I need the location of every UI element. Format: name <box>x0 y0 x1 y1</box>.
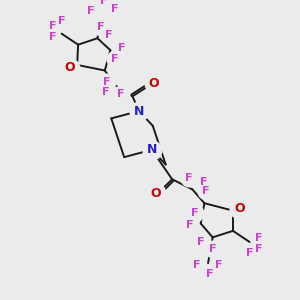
Text: F: F <box>111 4 119 14</box>
Text: F: F <box>209 244 216 254</box>
Text: F: F <box>215 260 223 270</box>
Text: F: F <box>49 32 56 42</box>
Text: F: F <box>255 244 262 254</box>
Text: F: F <box>206 269 214 279</box>
Text: F: F <box>58 16 65 26</box>
Text: O: O <box>64 61 75 74</box>
Text: F: F <box>100 0 108 6</box>
Text: O: O <box>150 187 161 200</box>
Text: F: F <box>246 248 253 258</box>
Text: F: F <box>111 54 119 64</box>
Text: N: N <box>134 104 144 118</box>
Text: O: O <box>234 202 245 215</box>
Text: F: F <box>200 177 207 187</box>
Text: F: F <box>49 21 56 31</box>
Text: F: F <box>255 233 262 243</box>
Text: O: O <box>148 77 159 90</box>
Text: F: F <box>103 76 110 86</box>
Text: F: F <box>191 208 199 218</box>
Text: F: F <box>105 31 112 40</box>
Text: F: F <box>102 87 110 97</box>
Text: F: F <box>185 173 193 183</box>
Text: F: F <box>87 6 95 16</box>
Text: F: F <box>118 44 125 53</box>
Text: N: N <box>147 143 157 156</box>
Text: F: F <box>202 186 210 196</box>
Text: F: F <box>186 220 194 230</box>
Text: F: F <box>193 260 201 270</box>
Text: F: F <box>197 237 204 247</box>
Text: F: F <box>98 22 105 32</box>
Text: F: F <box>117 89 124 100</box>
